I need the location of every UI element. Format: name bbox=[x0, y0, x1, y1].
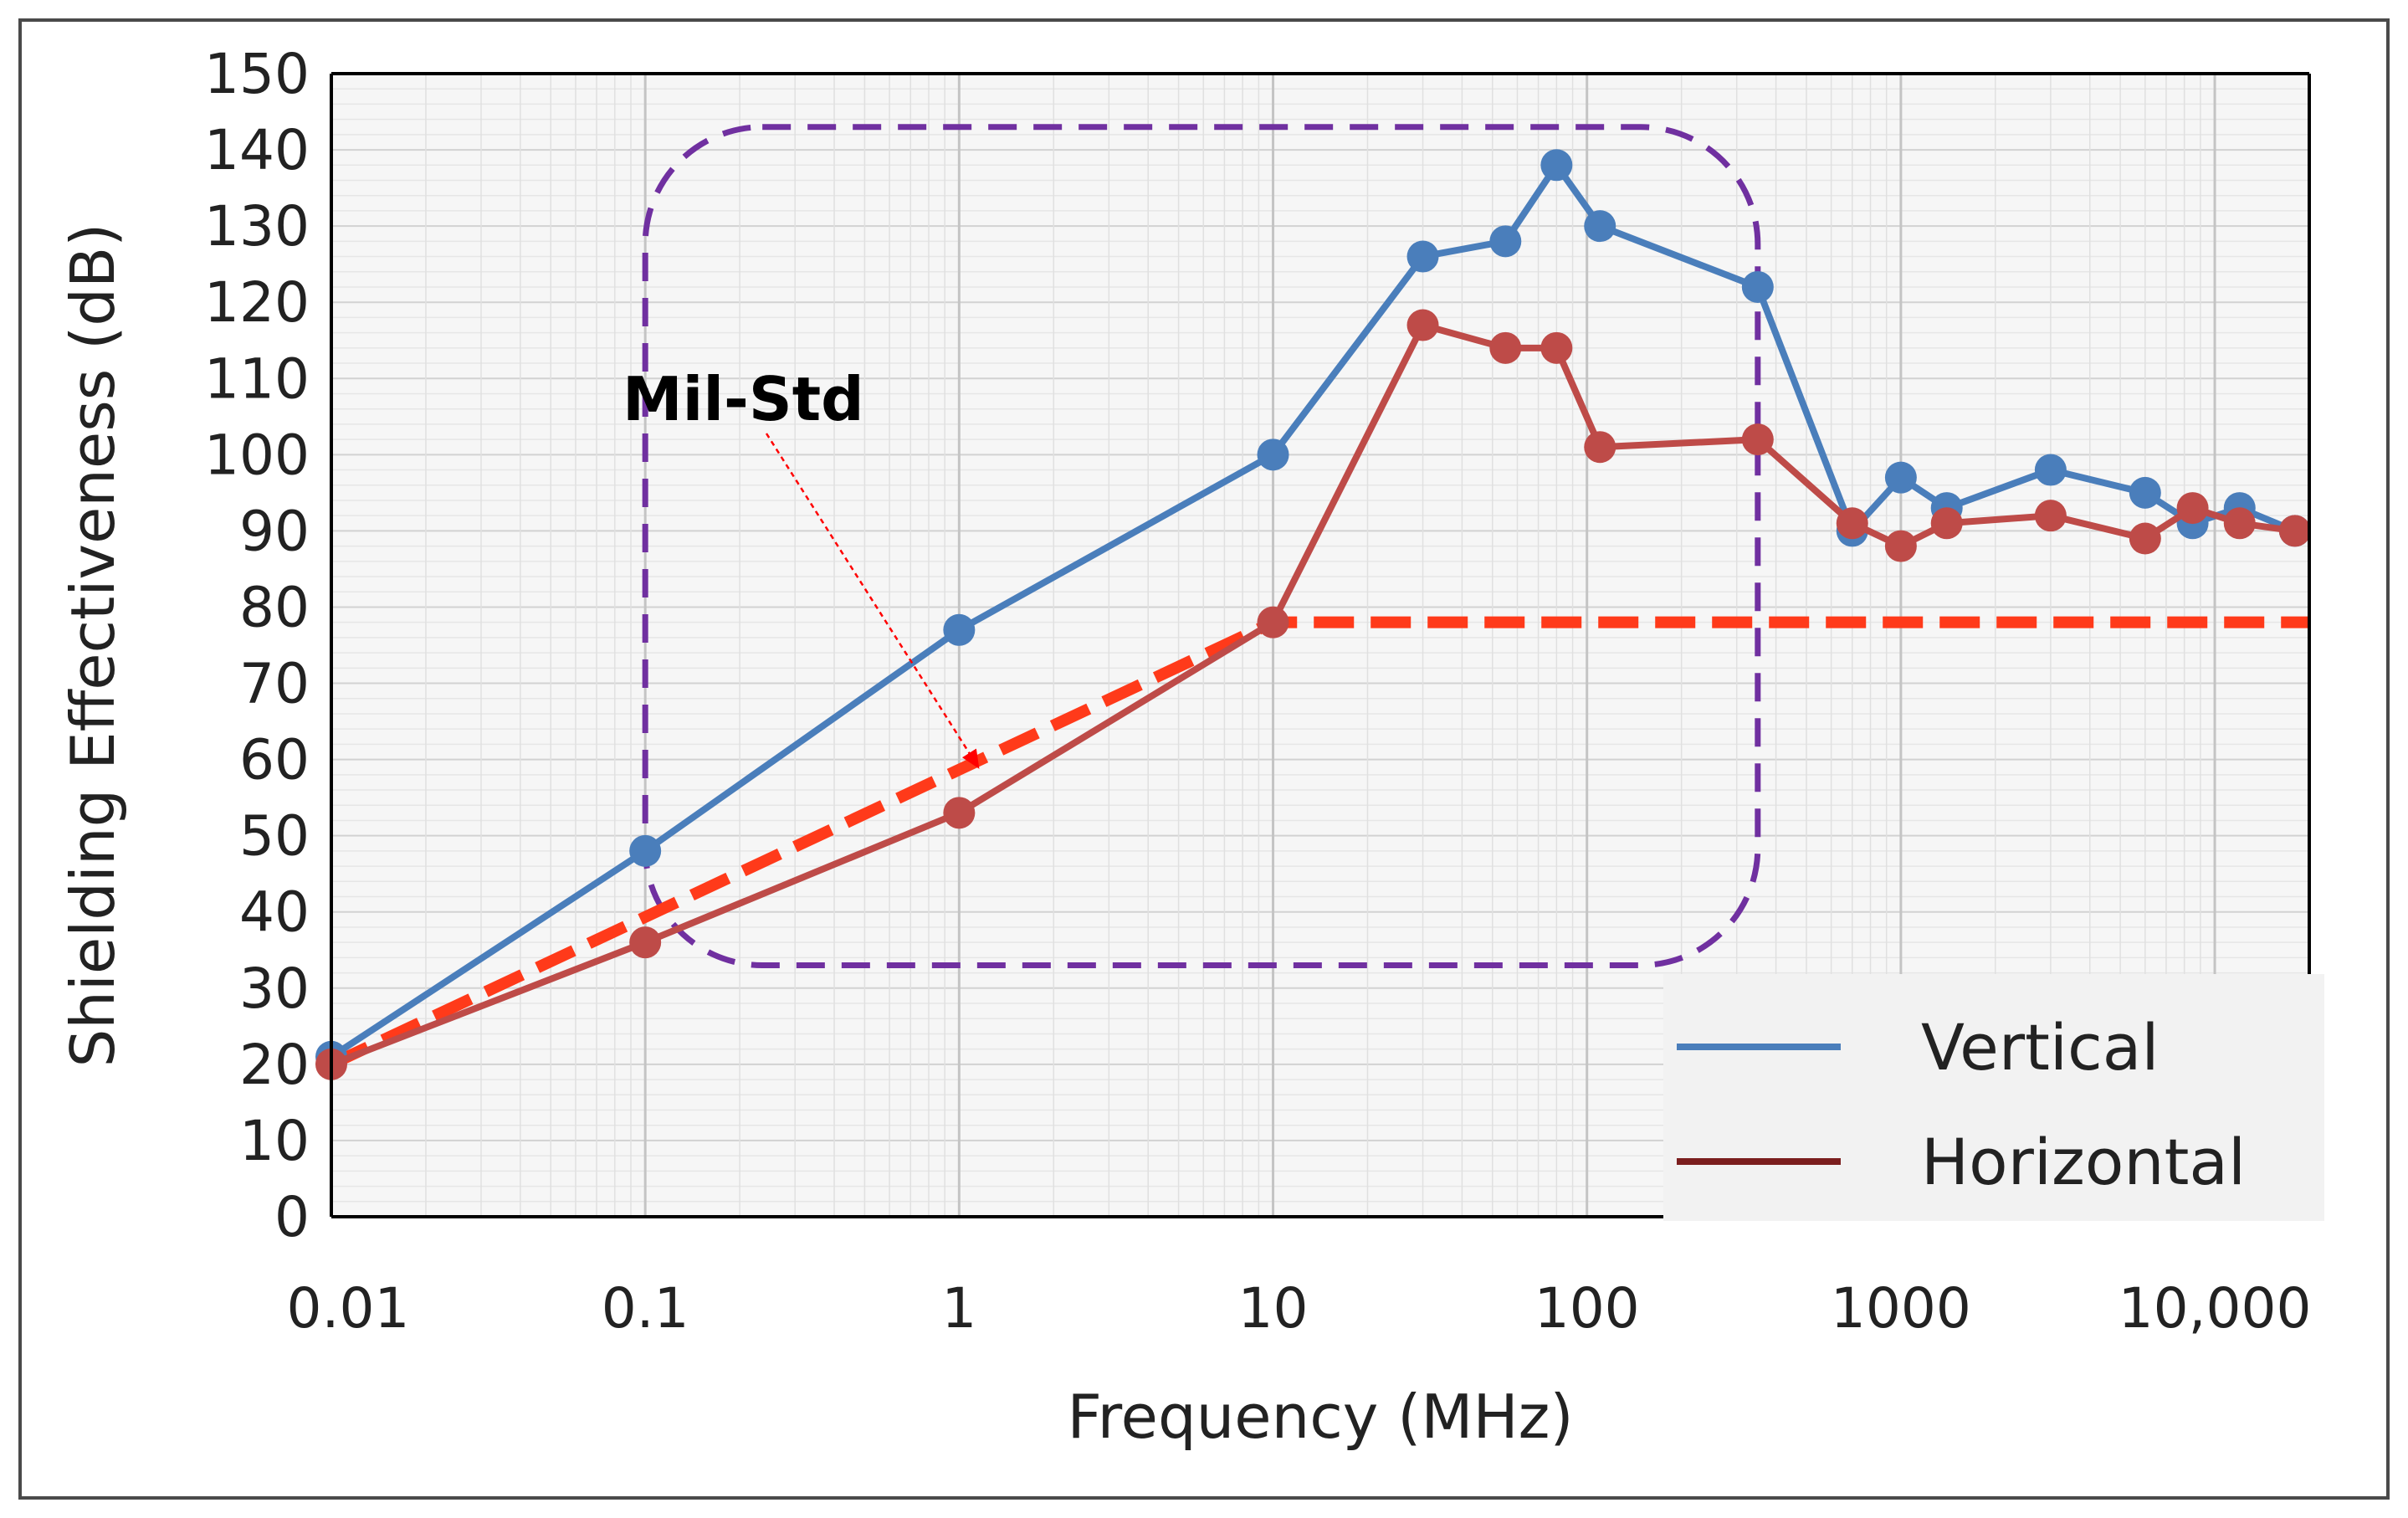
data-point-vertical bbox=[1741, 270, 1774, 303]
data-point-horizontal bbox=[1836, 507, 1868, 540]
data-point-vertical bbox=[1584, 210, 1616, 243]
data-point-horizontal bbox=[2278, 515, 2311, 547]
data-point-vertical bbox=[943, 613, 976, 646]
data-point-horizontal bbox=[2223, 507, 2256, 540]
data-point-horizontal bbox=[1884, 530, 1917, 562]
data-point-vertical bbox=[629, 834, 662, 867]
legend-box bbox=[1663, 974, 2324, 1221]
x-tick-label: 0.01 bbox=[287, 1276, 410, 1341]
x-tick-labels: 0.01 0.1 1 10 100 1000 10,000 bbox=[287, 1276, 2312, 1341]
y-tick-label: 90 bbox=[239, 499, 310, 563]
data-point-horizontal bbox=[2034, 500, 2067, 532]
data-point-vertical bbox=[2129, 476, 2161, 509]
x-tick-label: 100 bbox=[1534, 1276, 1640, 1341]
x-tick-label: 1 bbox=[941, 1276, 976, 1341]
data-point-horizontal bbox=[1489, 331, 1522, 364]
data-point-vertical bbox=[1884, 461, 1917, 494]
legend-label-vertical: Vertical bbox=[1921, 1010, 2159, 1085]
highlight-region-box bbox=[642, 124, 1761, 968]
data-point-horizontal bbox=[1257, 606, 1289, 638]
data-point-vertical bbox=[1257, 438, 1289, 471]
x-axis-label: Frequency (MHz) bbox=[1067, 1382, 1573, 1452]
y-tick-label: 150 bbox=[204, 42, 310, 106]
mil-std-annotation: Mil-Std bbox=[622, 364, 864, 434]
legend: Vertical Horizontal bbox=[1663, 974, 2324, 1221]
highlight-region bbox=[642, 124, 1761, 968]
y-tick-label: 0 bbox=[274, 1185, 310, 1249]
annotation: Mil-Std bbox=[622, 364, 980, 769]
legend-label-horizontal: Horizontal bbox=[1921, 1125, 2246, 1199]
data-point-horizontal bbox=[943, 797, 976, 829]
y-tick-label: 120 bbox=[204, 270, 310, 335]
y-tick-label: 20 bbox=[239, 1033, 310, 1097]
y-tick-label: 60 bbox=[239, 728, 310, 792]
data-point-vertical bbox=[1406, 240, 1439, 273]
data-point-horizontal bbox=[1930, 507, 1963, 540]
data-point-horizontal bbox=[1406, 309, 1439, 341]
grid bbox=[330, 73, 2310, 1218]
y-tick-label: 70 bbox=[239, 652, 310, 716]
data-point-horizontal bbox=[2129, 522, 2161, 555]
data-point-horizontal bbox=[629, 926, 662, 959]
y-tick-label: 130 bbox=[204, 194, 310, 259]
data-point-horizontal bbox=[2176, 492, 2209, 525]
annotation-arrow bbox=[765, 433, 980, 769]
x-tick-label: 10 bbox=[1238, 1276, 1309, 1341]
y-tick-label: 80 bbox=[239, 575, 310, 639]
data-point-horizontal bbox=[1584, 431, 1616, 464]
data-point-horizontal bbox=[1540, 331, 1573, 364]
data-point-horizontal bbox=[1741, 423, 1774, 456]
data-point-vertical bbox=[2034, 454, 2067, 486]
y-tick-label: 100 bbox=[204, 423, 310, 487]
y-tick-label: 40 bbox=[239, 880, 310, 945]
x-tick-label: 10,000 bbox=[2119, 1276, 2312, 1341]
y-tick-labels: 0 10 20 30 40 50 60 70 80 90 100 110 120 130 140 150 bbox=[204, 42, 310, 1249]
y-tick-label: 10 bbox=[239, 1109, 310, 1173]
y-tick-label: 50 bbox=[239, 804, 310, 869]
y-tick-label: 110 bbox=[204, 346, 310, 411]
y-tick-label: 140 bbox=[204, 118, 310, 182]
figure-frame: 0 10 20 30 40 50 60 70 80 90 100 110 120 130 140 150 0.… bbox=[18, 18, 2390, 1500]
x-tick-label: 0.1 bbox=[602, 1276, 689, 1341]
x-tick-label: 1000 bbox=[1831, 1276, 1971, 1341]
data-point-vertical bbox=[1489, 225, 1522, 258]
y-axis-label: Shielding Effectiveness (dB) bbox=[58, 223, 128, 1068]
y-tick-label: 30 bbox=[239, 956, 310, 1021]
data-point-vertical bbox=[1540, 149, 1573, 182]
